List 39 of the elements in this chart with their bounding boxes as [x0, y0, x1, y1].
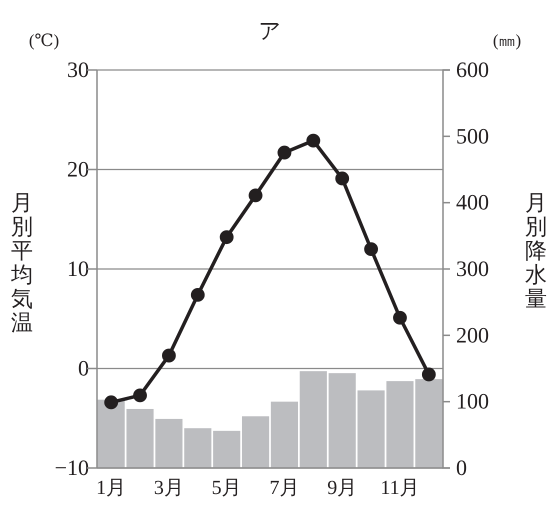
- y-tick-label: 20: [67, 156, 89, 182]
- point: [422, 368, 436, 382]
- y-tick-label: −10: [54, 455, 89, 480]
- y2-tick-label: 600: [456, 57, 489, 82]
- point: [248, 188, 262, 202]
- y-tick-label: 30: [67, 57, 89, 82]
- x-tick-label: 9月: [327, 477, 358, 500]
- x-tick-label: 3月: [154, 477, 184, 500]
- y2-tick-label: 400: [456, 190, 489, 215]
- point: [220, 230, 234, 244]
- x-tick-label: 1月: [96, 477, 126, 500]
- y-axis-title: 月別平均気温: [10, 190, 33, 335]
- x-tick-label: 7月: [269, 477, 300, 500]
- chart-title: ア: [258, 18, 282, 43]
- y2-tick-label: 300: [456, 256, 489, 282]
- point: [306, 134, 320, 148]
- y2-tick-label: 100: [456, 388, 489, 414]
- bar: [98, 400, 125, 468]
- y2-tick-label: 500: [456, 123, 489, 148]
- point: [162, 348, 176, 362]
- y-tick-label: 10: [67, 256, 89, 282]
- point: [133, 388, 147, 402]
- point: [278, 146, 292, 160]
- y2-axis-title: 月別降水量: [525, 190, 547, 311]
- bar: [126, 408, 154, 468]
- point: [364, 242, 378, 256]
- bar: [415, 379, 442, 468]
- x-tick-label: 11月: [380, 477, 420, 500]
- text: (℃): [28, 31, 60, 50]
- y-tick-label: 0: [78, 356, 89, 381]
- text: (㎜): [492, 31, 522, 50]
- bar: [386, 381, 414, 468]
- y2-tick-label: 200: [456, 322, 489, 348]
- point: [335, 172, 350, 186]
- point: [190, 288, 205, 302]
- x-tick-label: 5月: [212, 477, 242, 500]
- y2-tick-label: 0: [456, 455, 467, 480]
- point: [393, 310, 407, 325]
- point: [104, 395, 118, 410]
